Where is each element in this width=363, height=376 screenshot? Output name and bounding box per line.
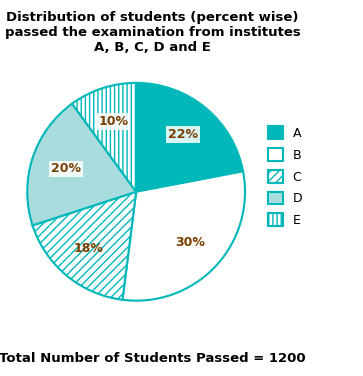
- Wedge shape: [27, 104, 136, 225]
- Text: Total Number of Students Passed = 1200: Total Number of Students Passed = 1200: [0, 352, 306, 365]
- Text: 10%: 10%: [98, 115, 128, 128]
- Text: 22%: 22%: [168, 128, 198, 141]
- Wedge shape: [72, 83, 136, 192]
- Wedge shape: [122, 171, 245, 301]
- Text: 30%: 30%: [175, 236, 205, 249]
- Text: Distribution of students (percent wise)
passed the examination from institutes
A: Distribution of students (percent wise) …: [5, 11, 300, 54]
- Text: 20%: 20%: [51, 162, 81, 175]
- Wedge shape: [33, 192, 136, 300]
- Text: 18%: 18%: [74, 242, 104, 255]
- Wedge shape: [136, 83, 243, 192]
- Legend: A, B, C, D, E: A, B, C, D, E: [268, 126, 302, 227]
